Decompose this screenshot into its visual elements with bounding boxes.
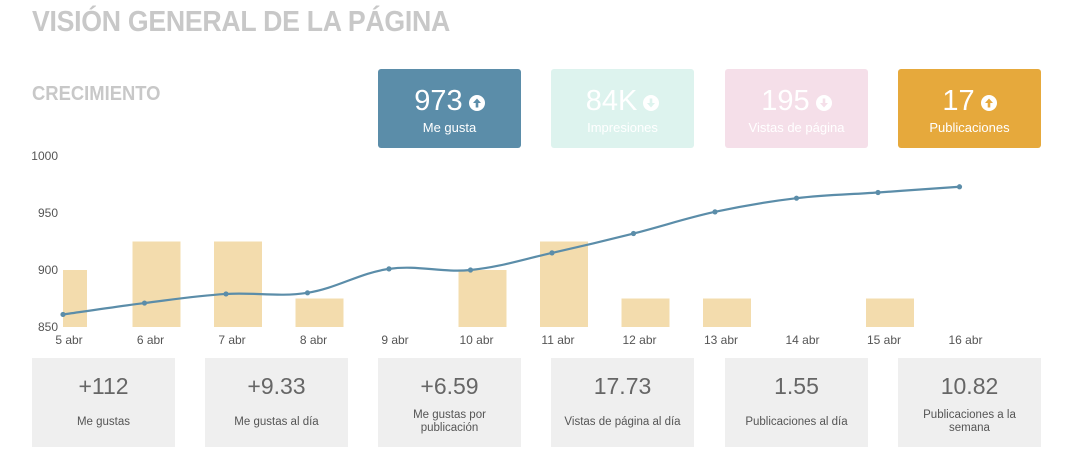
stat-value: 1.55	[774, 373, 819, 399]
data-point	[875, 189, 881, 196]
stat-value: 17.73	[593, 373, 652, 399]
arrow-up-icon	[468, 94, 485, 111]
kpi-card-impressions[interactable]: 84K Impresiones	[551, 69, 694, 148]
x-tick-label: 13 abr	[704, 333, 738, 347]
kpi-card-posts[interactable]: 17 Publicaciones	[898, 69, 1041, 148]
kpi-label: Me gusta	[422, 120, 477, 135]
stat-label: Publicaciones a la semana	[923, 409, 1016, 434]
bar	[703, 298, 751, 327]
data-point	[467, 267, 474, 273]
page-title: VISIÓN GENERAL DE LA PÁGINA	[32, 6, 450, 38]
data-point	[549, 250, 555, 256]
series-line	[62, 185, 960, 316]
data-point	[304, 290, 311, 296]
bar	[458, 270, 507, 327]
kpi-card-likes[interactable]: 973 Me gusta	[378, 69, 521, 148]
y-tick-label: 900	[38, 263, 58, 277]
stat-label: Vistas de página al día	[564, 415, 681, 428]
x-tick-label: 7 abr	[218, 333, 245, 347]
arrow-up-icon	[980, 94, 997, 111]
data-point	[630, 230, 637, 237]
x-tick-label: 15 abr	[867, 333, 901, 347]
bar	[540, 241, 588, 327]
stat-value: +112	[78, 373, 129, 399]
bar	[866, 298, 914, 327]
kpi-label: Impresiones	[587, 120, 658, 135]
data-point	[793, 195, 800, 201]
bar	[295, 298, 344, 327]
y-tick-label: 1000	[31, 149, 58, 163]
x-tick-label: 8 abr	[300, 333, 327, 347]
bar	[63, 270, 87, 327]
data-point	[141, 300, 148, 306]
stat-value: +6.59	[420, 373, 479, 399]
x-tick-label: 11 abr	[541, 333, 574, 347]
stat-card: +9.33 Me gustas al día	[205, 358, 348, 447]
bar	[621, 298, 670, 327]
data-point	[712, 209, 718, 215]
arrow-down-icon	[643, 94, 660, 111]
data-point	[223, 291, 229, 297]
kpi-value: 17	[942, 85, 975, 117]
x-tick-label: 16 abr	[948, 333, 982, 347]
x-tick-label: 12 abr	[622, 333, 656, 347]
stat-card: 10.82 Publicaciones a la semana	[898, 358, 1041, 447]
stat-label: Me gustas	[76, 415, 131, 428]
stat-card: 17.73 Vistas de página al día	[551, 358, 694, 447]
x-tick-label: 5 abr	[55, 333, 82, 347]
x-tick-label: 9 abr	[381, 333, 408, 347]
stat-label: Me gustas por publicación	[413, 409, 486, 434]
x-tick-label: 14 abr	[785, 333, 819, 347]
data-point	[60, 311, 66, 318]
stat-label: Me gustas al día	[234, 415, 319, 428]
stat-card: +6.59 Me gustas por publicación	[378, 358, 521, 447]
bar	[214, 241, 262, 327]
kpi-value: 973	[414, 85, 463, 117]
x-tick-label: 6 abr	[137, 333, 164, 347]
stat-card: +112 Me gustas	[32, 358, 175, 447]
data-point	[956, 184, 963, 190]
section-title: CRECIMIENTO	[32, 83, 161, 105]
kpi-card-page-views[interactable]: 195 Vistas de página	[725, 69, 868, 148]
growth-chart: 850 900 950 1000 5 abr 6 abr 7 abr 8 abr 9 abr 10…	[31, 149, 982, 347]
stat-card: 1.55 Publicaciones al día	[725, 358, 868, 447]
x-tick-label: 10 abr	[459, 333, 493, 347]
stat-value: 10.82	[940, 373, 999, 399]
kpi-value: 195	[761, 85, 810, 117]
arrow-down-icon	[815, 94, 832, 111]
stat-label: Publicaciones al día	[745, 415, 848, 428]
data-point	[386, 266, 392, 272]
bar	[132, 241, 181, 327]
stat-value: +9.33	[247, 373, 306, 399]
y-tick-label: 850	[38, 320, 58, 334]
kpi-label: Vistas de página	[748, 120, 845, 135]
kpi-label: Publicaciones	[929, 120, 1010, 135]
kpi-value: 84K	[585, 85, 638, 117]
y-tick-label: 950	[38, 206, 58, 220]
